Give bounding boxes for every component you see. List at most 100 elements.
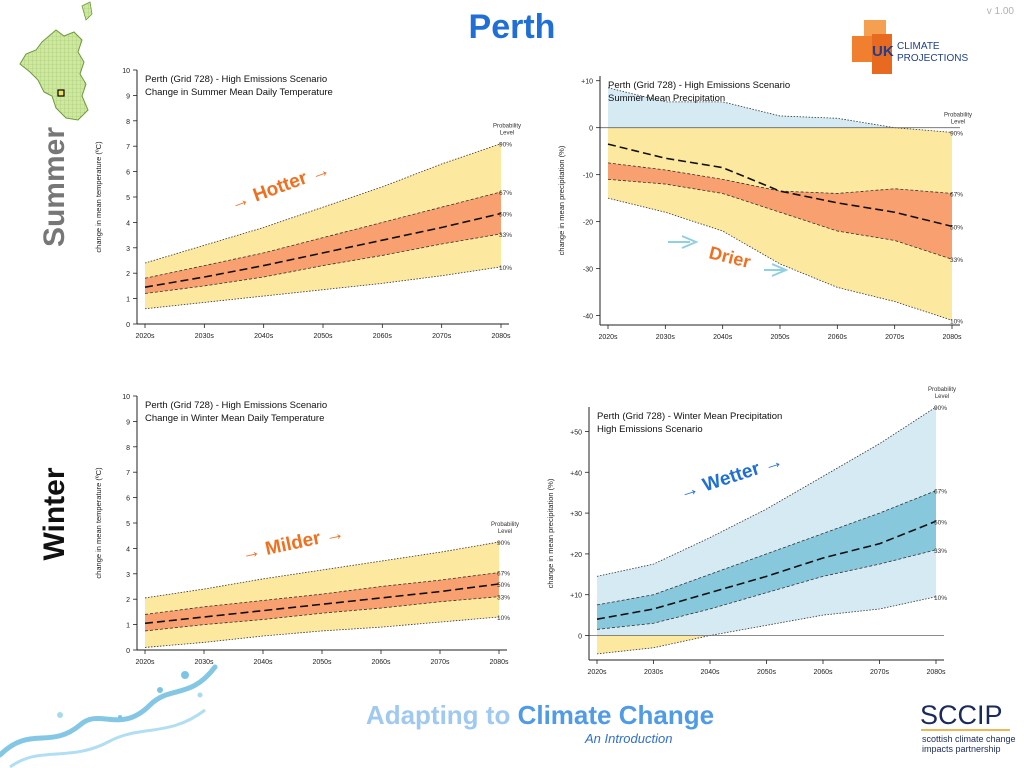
legend-title: Level — [500, 131, 514, 137]
arrow-icon — [764, 263, 789, 277]
series-line-33pct — [144, 596, 500, 632]
y-tick-label: -30 — [583, 267, 593, 274]
logo-projections: PROJECTIONS — [897, 53, 968, 64]
series-line-10pct — [144, 616, 500, 648]
trend-annotation: Drier — [707, 242, 753, 272]
series-label-10pct: 10% — [497, 615, 510, 622]
band-outer-above-zero — [608, 87, 895, 128]
series-line-33pct — [596, 549, 937, 630]
x-tick-label: 2040s — [253, 659, 273, 666]
y-tick-label: +50 — [570, 429, 582, 436]
chart-title-line1: Perth (Grid 728) - Winter Mean Precipita… — [597, 411, 782, 422]
series-label-10pct: 10% — [934, 595, 947, 602]
footer-subtitle: An Introduction — [585, 731, 673, 746]
y-tick-label: +40 — [570, 470, 582, 477]
sccip-sub1: scottish climate change — [922, 734, 1016, 744]
x-tick-label: 2030s — [194, 659, 214, 666]
x-tick-label: 2060s — [813, 669, 833, 676]
x-tick-label: 2060s — [373, 333, 393, 340]
grid-cell-marker — [57, 89, 65, 97]
x-tick-label: 2070s — [870, 669, 890, 676]
x-tick-label: 2080s — [926, 669, 946, 676]
y-tick-label: +20 — [570, 552, 582, 559]
series-label-50pct: 50% — [497, 582, 510, 589]
chart-title-line2: Summer Mean Precipitation — [608, 93, 725, 104]
y-tick-label: +10 — [581, 79, 593, 86]
sccip-wordmark: SCCIP — [920, 700, 1003, 730]
y-tick-label: 5 — [126, 195, 130, 202]
series-label-50pct: 50% — [950, 224, 963, 231]
y-axis-label: change in mean precipitation (%) — [557, 145, 566, 255]
y-tick-label: 1 — [126, 623, 130, 630]
chart-title-line2: Change in Summer Mean Daily Temperature — [145, 87, 333, 98]
band-outer-below-zero — [597, 635, 710, 654]
y-tick-label: 2 — [126, 597, 130, 604]
y-tick-label: 10 — [122, 394, 130, 401]
summer-temperature-chart: 90% 67% 50% 33% 10% 0 1 2 3 4 5 6 7 8 9 10 2020s 2030s 204… — [94, 68, 521, 340]
series-label-50pct: 50% — [499, 212, 512, 219]
y-axis-label: change in mean temperature (ºC) — [94, 467, 103, 579]
series-line-67pct — [144, 572, 500, 615]
series-label-90pct: 90% — [934, 405, 947, 412]
series-line-90pct — [596, 406, 937, 577]
y-tick-label: 5 — [126, 521, 130, 528]
y-tick-label: 8 — [126, 119, 130, 126]
y-axis-label: change in mean temperature (ºC) — [94, 141, 103, 253]
x-tick-label: 2060s — [828, 334, 848, 341]
x-tick-label: 2060s — [371, 659, 391, 666]
series-line-67pct — [144, 191, 502, 279]
chart-title-line2: High Emissions Scenario — [597, 424, 703, 435]
water-splash-decoration — [0, 664, 218, 768]
y-axis-label: change in mean precipitation (%) — [546, 478, 555, 588]
x-tick-label: 2030s — [195, 333, 215, 340]
x-tick-label: 2020s — [598, 334, 618, 341]
legend-title: Probability — [928, 387, 956, 393]
footer-title-part1: Adapting to — [365, 700, 511, 730]
ukcp-logo: UK CLIMATE PROJECTIONS — [852, 20, 968, 74]
series-label-10pct: 10% — [950, 318, 963, 325]
x-tick-label: 2040s — [713, 334, 733, 341]
y-tick-label: 3 — [126, 572, 130, 579]
series-line-10pct — [607, 197, 953, 321]
version-label: v 1.00 — [986, 6, 1014, 17]
series-line-50pct — [607, 143, 953, 228]
scotland-map — [19, 1, 93, 121]
y-tick-label: -20 — [583, 220, 593, 227]
chart-title-line1: Perth (Grid 728) - High Emissions Scenar… — [145, 400, 327, 411]
band-inner — [145, 572, 499, 631]
y-tick-label: 0 — [126, 648, 130, 655]
series-label-33pct: 33% — [499, 232, 512, 239]
chart-title-line2: Change in Winter Mean Daily Temperature — [145, 413, 324, 424]
y-tick-label: -10 — [583, 173, 593, 180]
x-tick-label: 2030s — [656, 334, 676, 341]
sccip-logo: SCCIP scottish climate change impacts pa… — [920, 700, 1016, 754]
y-tick-label: 0 — [578, 634, 582, 641]
y-tick-label: +10 — [570, 593, 582, 600]
y-tick-label: 6 — [126, 170, 130, 177]
series-label-67pct: 67% — [499, 190, 512, 197]
band-inner — [597, 490, 936, 630]
sccip-sub2: impacts partnership — [922, 744, 1001, 754]
series-label-90pct: 90% — [497, 540, 510, 547]
y-tick-label: 2 — [126, 271, 130, 278]
x-tick-label: 2050s — [757, 669, 777, 676]
legend-title: Level — [935, 394, 949, 400]
x-tick-label: 2070s — [430, 659, 450, 666]
page-title: Perth — [468, 8, 556, 46]
x-tick-label: 2050s — [313, 333, 333, 340]
series-label-67pct: 67% — [950, 191, 963, 198]
y-tick-label: 9 — [126, 93, 130, 100]
series-label-10pct: 10% — [499, 265, 512, 272]
x-tick-label: 2070s — [885, 334, 905, 341]
arrow-icon — [668, 235, 699, 249]
series-line-67pct — [596, 490, 937, 606]
y-tick-label: 6 — [126, 496, 130, 503]
series-line-90pct — [144, 143, 502, 264]
x-tick-label: 2040s — [700, 669, 720, 676]
legend-title: Probability — [493, 124, 521, 130]
legend-title: Level — [951, 119, 965, 125]
chart-title-line1: Perth (Grid 728) - High Emissions Scenar… — [608, 80, 790, 91]
x-tick-label: 2050s — [312, 659, 332, 666]
x-tick-label: 2020s — [135, 659, 155, 666]
y-tick-label: -40 — [583, 314, 593, 321]
